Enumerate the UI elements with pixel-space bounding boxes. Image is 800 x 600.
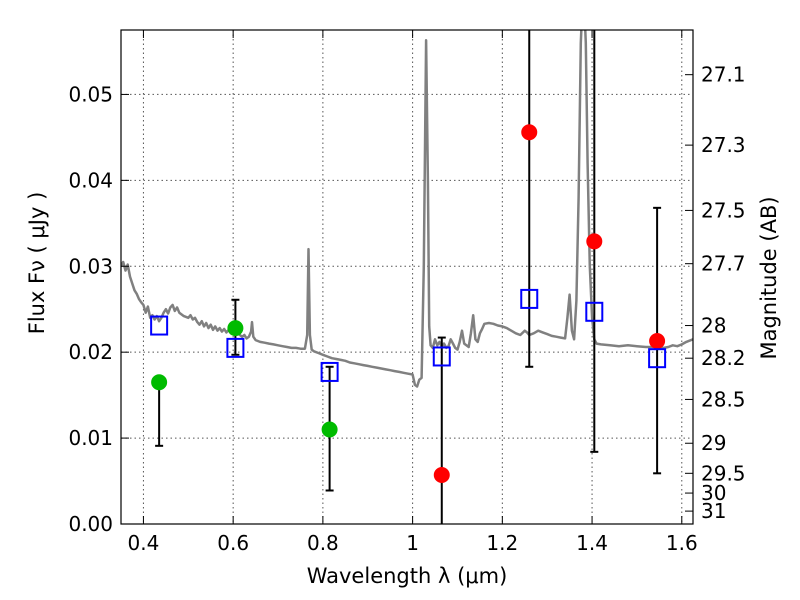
right-tick-label: 27.1 [701, 63, 746, 87]
model-photometry-box [320, 361, 339, 382]
y-tick-label: 0.02 [68, 340, 113, 364]
model-photometry-box [432, 346, 451, 367]
x-tick-label: 1.4 [576, 531, 608, 555]
data-point [586, 233, 603, 250]
right-tick-label: 28 [701, 314, 726, 338]
x-axis-label: Wavelength λ (μm) [307, 564, 508, 588]
x-tick-label: 0.8 [307, 531, 339, 555]
x-tick-label: 0.4 [128, 531, 160, 555]
model-photometry-box [648, 348, 667, 369]
right-tick-label: 28.2 [701, 346, 746, 370]
y-axis-label: Flux Fν ( μJy ) [25, 192, 49, 335]
y-axis-right-label: Magnitude (AB) [757, 196, 781, 359]
model-photometry-box [150, 315, 169, 336]
template-spectrum-line [121, 30, 693, 388]
right-tick-label: 31 [701, 499, 726, 523]
right-tick-label: 30 [701, 481, 726, 505]
right-tick-label: 29.5 [701, 461, 746, 485]
y-tick-label: 0.05 [68, 82, 113, 106]
y-tick-label: 0.04 [68, 168, 113, 192]
x-tick-label: 0.6 [217, 531, 249, 555]
data-point [321, 421, 338, 438]
model-photometry-box [585, 301, 604, 322]
x-tick-label: 1 [406, 531, 419, 555]
data-point [521, 124, 538, 141]
y-tick-label: 0.01 [68, 426, 113, 450]
grid-lines [121, 30, 693, 525]
right-tick-label: 27.5 [701, 198, 746, 222]
model-photometry-box [520, 288, 539, 309]
y-tick-label: 0.00 [68, 512, 113, 536]
data-point [151, 374, 168, 391]
y-tick-label: 0.03 [68, 254, 113, 278]
model-photometry-box [226, 337, 245, 358]
plot-area [121, 30, 693, 388]
right-tick-label: 27.3 [701, 133, 746, 157]
right-tick-label: 28.5 [701, 387, 746, 411]
error-bars [150, 30, 667, 524]
data-point [227, 320, 244, 337]
x-tick-label: 1.2 [486, 531, 518, 555]
x-tick-label: 1.6 [666, 531, 698, 555]
data-point [649, 333, 666, 350]
right-tick-label: 27.7 [701, 252, 746, 276]
right-tick-label: 29 [701, 431, 726, 455]
axis-ticks: 0.4 0.6 0.8 1 1.2 1.4 1.6 0.00 0.01 0.02 0.03 0.04 0… [68, 30, 746, 555]
data-point [433, 467, 450, 484]
plot-frame [120, 29, 694, 525]
